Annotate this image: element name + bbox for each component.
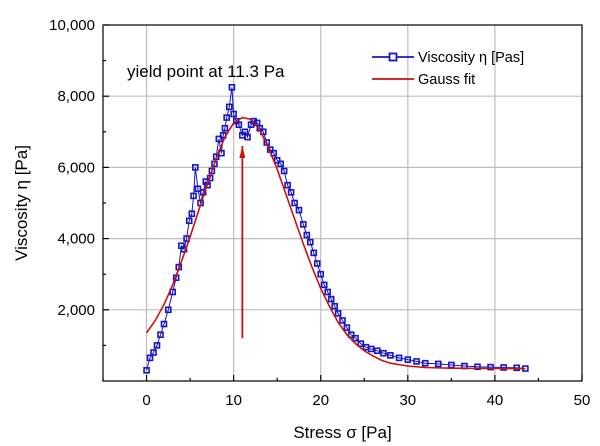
viscosity-point bbox=[157, 331, 164, 339]
viscosity-point bbox=[339, 317, 346, 324]
viscosity-point bbox=[284, 181, 291, 189]
x-tick-label: 20 bbox=[312, 392, 329, 409]
viscosity-point bbox=[160, 320, 168, 328]
x-tick-label: 40 bbox=[487, 392, 504, 409]
viscosity-point bbox=[194, 185, 202, 193]
viscosity-point bbox=[367, 345, 375, 353]
viscosity-point bbox=[300, 221, 307, 228]
legend-marker-viscosity bbox=[388, 52, 398, 62]
x-tick-label: 0 bbox=[142, 392, 150, 409]
viscosity-point bbox=[230, 110, 237, 118]
viscosity-point bbox=[273, 156, 281, 164]
viscosity-point bbox=[374, 347, 381, 355]
viscosity-point bbox=[208, 167, 216, 175]
viscosity-connector-line bbox=[146, 87, 526, 371]
viscosity-point bbox=[380, 349, 387, 357]
viscosity-point bbox=[192, 164, 199, 171]
yield-arrow-head bbox=[239, 146, 246, 159]
viscosity-point bbox=[280, 167, 288, 175]
gauss-fit-line bbox=[145, 116, 526, 370]
viscosity-point bbox=[225, 103, 233, 111]
viscosity-point bbox=[395, 354, 403, 362]
viscosity-point bbox=[500, 364, 507, 371]
viscosity-point bbox=[295, 206, 303, 214]
viscosity-point bbox=[317, 270, 325, 278]
viscosity-point bbox=[434, 360, 442, 368]
viscosity-point bbox=[146, 354, 154, 362]
viscosity-point bbox=[320, 281, 328, 289]
data-points-layer bbox=[143, 84, 529, 374]
y-tick-label: 10,000 bbox=[49, 17, 95, 34]
viscosity-point bbox=[331, 302, 338, 310]
viscosity-point bbox=[303, 231, 311, 239]
viscosity-point bbox=[150, 349, 157, 356]
x-tick-label: 10 bbox=[225, 392, 242, 409]
y-tick-label: 4,000 bbox=[57, 231, 95, 248]
y-tick-label: 8,000 bbox=[57, 88, 95, 105]
viscosity-point bbox=[310, 249, 318, 257]
viscosity-point bbox=[165, 306, 172, 314]
yield-annotation: yield point at 11.3 Pa bbox=[127, 62, 285, 339]
viscosity-point bbox=[287, 189, 295, 196]
viscosity-point bbox=[215, 135, 223, 143]
y-axis-title: Viscosity η [Pa] bbox=[12, 145, 31, 261]
viscosity-point bbox=[487, 363, 494, 371]
viscosity-point bbox=[357, 340, 365, 347]
annotation-text: yield point at 11.3 Pa bbox=[127, 62, 285, 81]
viscosity-point bbox=[327, 295, 335, 303]
legend: Viscosity η [Pas] Gauss fit bbox=[372, 50, 524, 88]
viscosity-point bbox=[143, 367, 150, 374]
viscosity-point bbox=[324, 288, 331, 296]
x-axis-title: Stress σ [Pa] bbox=[293, 423, 391, 442]
legend-label-gauss-fit: Gauss fit bbox=[418, 72, 475, 88]
viscosity-point bbox=[228, 84, 236, 91]
viscosity-point bbox=[223, 114, 230, 121]
axis-ticks: 0 10 20 30 40 50 2,000 4,000 6,000 8,000 10,000 bbox=[49, 17, 590, 409]
viscosity-point bbox=[334, 310, 342, 317]
viscosity-point bbox=[235, 121, 243, 128]
legend-label-viscosity: Viscosity η [Pas] bbox=[418, 50, 524, 66]
viscosity-point bbox=[387, 352, 394, 359]
viscosity-point bbox=[188, 210, 196, 217]
y-tick-label: 2,000 bbox=[57, 302, 95, 319]
viscosity-point bbox=[343, 324, 351, 331]
viscosity-point bbox=[185, 217, 193, 225]
y-tick-label: 6,000 bbox=[57, 159, 95, 176]
viscosity-point bbox=[277, 160, 284, 168]
viscosity-point bbox=[190, 192, 197, 200]
x-tick-label: 30 bbox=[399, 392, 416, 409]
viscosity-point bbox=[347, 331, 355, 339]
viscosity-point bbox=[404, 356, 412, 363]
viscosity-point bbox=[306, 238, 314, 246]
viscosity-point bbox=[421, 359, 429, 367]
viscosity-point bbox=[352, 334, 359, 342]
viscosity-point bbox=[313, 260, 321, 267]
viscosity-point bbox=[474, 363, 481, 371]
viscosity-point bbox=[291, 199, 298, 207]
x-tick-label: 50 bbox=[574, 392, 591, 409]
viscosity-point bbox=[413, 358, 420, 365]
viscosity-point bbox=[244, 133, 251, 141]
viscosity-point bbox=[153, 342, 161, 349]
viscosity-point bbox=[221, 124, 229, 132]
